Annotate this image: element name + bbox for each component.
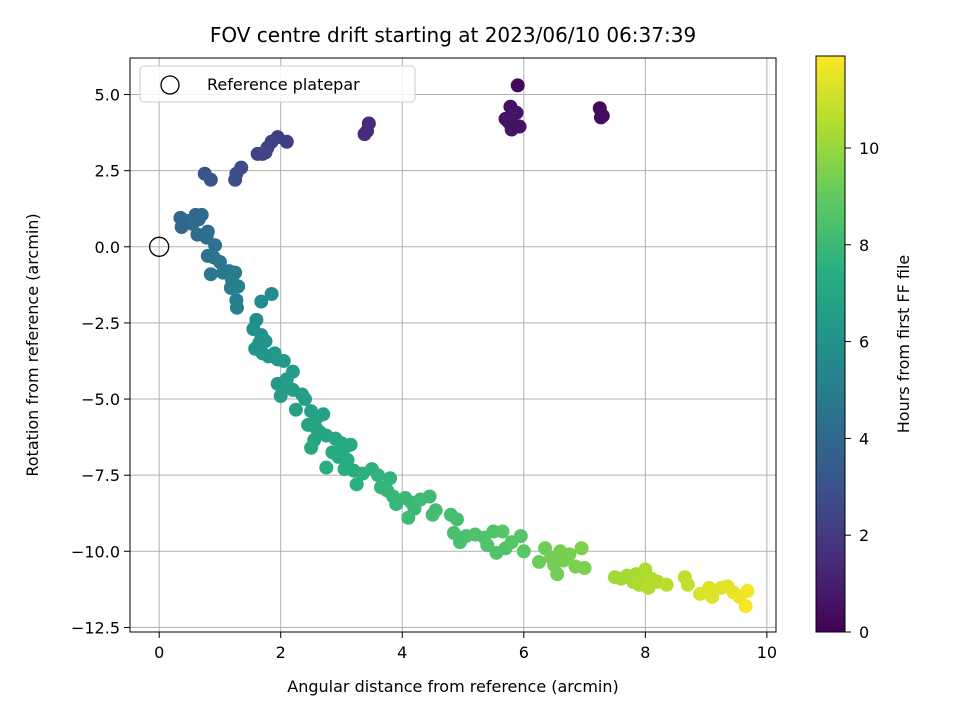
- data-point: [593, 110, 608, 125]
- legend-marker-reference: [160, 75, 180, 95]
- x-tick-label: 6: [519, 643, 529, 662]
- y-axis-ticks: 5.0 2.5 0.0 −2.5 −5.0 −7.5 −10.0 −12.5: [71, 86, 130, 637]
- data-point: [516, 544, 531, 559]
- data-point: [574, 541, 589, 556]
- data-point: [203, 267, 218, 282]
- data-point: [288, 402, 303, 417]
- x-tick-label: 4: [397, 643, 407, 662]
- data-point: [659, 577, 674, 592]
- data-point: [203, 172, 218, 187]
- data-point: [228, 265, 243, 280]
- y-tick-label: 5.0: [95, 86, 120, 105]
- x-axis-label: Angular distance from reference (arcmin): [287, 677, 618, 696]
- data-point: [513, 529, 528, 544]
- data-point: [680, 577, 695, 592]
- colorbar-tick-label: 2: [859, 526, 869, 545]
- data-point: [281, 379, 296, 394]
- data-point: [510, 78, 525, 93]
- data-point: [495, 524, 510, 539]
- y-tick-label: 2.5: [95, 162, 120, 181]
- reference-point-marker: [149, 236, 170, 257]
- colorbar-label: Hours from first FF file: [894, 255, 913, 434]
- data-point: [562, 547, 577, 562]
- y-tick-label: −7.5: [81, 466, 120, 485]
- data-point: [370, 468, 385, 483]
- data-point: [428, 503, 443, 518]
- plot-frame: [129, 57, 777, 633]
- data-point: [349, 477, 364, 492]
- data-point: [360, 124, 375, 139]
- data-point: [740, 583, 755, 598]
- colorbar-ticks: 0 2 4 6 8 10: [845, 139, 879, 642]
- data-point: [422, 489, 437, 504]
- colorbar-tick-label: 6: [859, 333, 869, 352]
- data-points: [173, 78, 755, 614]
- data-point: [258, 145, 273, 160]
- x-tick-label: 2: [276, 643, 286, 662]
- y-tick-label: −12.5: [71, 618, 120, 637]
- data-point: [505, 117, 520, 132]
- colorbar: [815, 55, 846, 633]
- colorbar-tick-label: 0: [859, 623, 869, 642]
- data-point: [258, 334, 273, 349]
- grid-lines: [130, 58, 776, 632]
- data-point: [254, 294, 269, 309]
- data-point: [185, 216, 200, 231]
- data-point: [279, 134, 294, 149]
- data-point: [228, 172, 243, 187]
- data-point: [705, 589, 720, 604]
- data-point: [401, 510, 416, 525]
- data-point: [509, 105, 524, 120]
- data-point: [212, 255, 227, 270]
- y-tick-label: −5.0: [81, 390, 120, 409]
- data-point: [531, 554, 546, 569]
- colorbar-tick-label: 10: [859, 139, 879, 158]
- y-tick-label: 0.0: [95, 238, 120, 257]
- data-point: [449, 512, 464, 527]
- data-point: [264, 286, 279, 301]
- legend-box: [139, 65, 416, 103]
- data-point: [174, 220, 189, 235]
- legend-label-reference: Reference platepar: [207, 75, 360, 94]
- data-point: [304, 440, 319, 455]
- x-axis-ticks: 0 2 4 6 8 10: [154, 632, 777, 662]
- data-point: [298, 392, 313, 407]
- y-tick-label: −10.0: [71, 542, 120, 561]
- x-tick-label: 0: [154, 643, 164, 662]
- data-point: [285, 364, 300, 379]
- data-point: [550, 567, 565, 582]
- y-axis-label: Rotation from reference (arcmin): [23, 213, 42, 476]
- chart-title: FOV centre drift starting at 2023/06/10 …: [210, 23, 696, 47]
- x-tick-label: 8: [640, 643, 650, 662]
- data-point: [276, 353, 291, 368]
- data-point: [208, 238, 223, 253]
- legend: Reference platepar: [139, 65, 416, 103]
- colorbar-tick-label: 4: [859, 429, 869, 448]
- data-point: [383, 471, 398, 486]
- data-point: [319, 460, 334, 475]
- data-point: [231, 279, 246, 294]
- data-point: [738, 599, 753, 614]
- data-point: [229, 300, 244, 315]
- data-point: [343, 437, 358, 452]
- data-point: [577, 561, 592, 576]
- y-tick-label: −2.5: [81, 314, 120, 333]
- colorbar-tick-label: 8: [859, 236, 869, 255]
- x-tick-label: 10: [757, 643, 777, 662]
- data-point: [316, 407, 331, 422]
